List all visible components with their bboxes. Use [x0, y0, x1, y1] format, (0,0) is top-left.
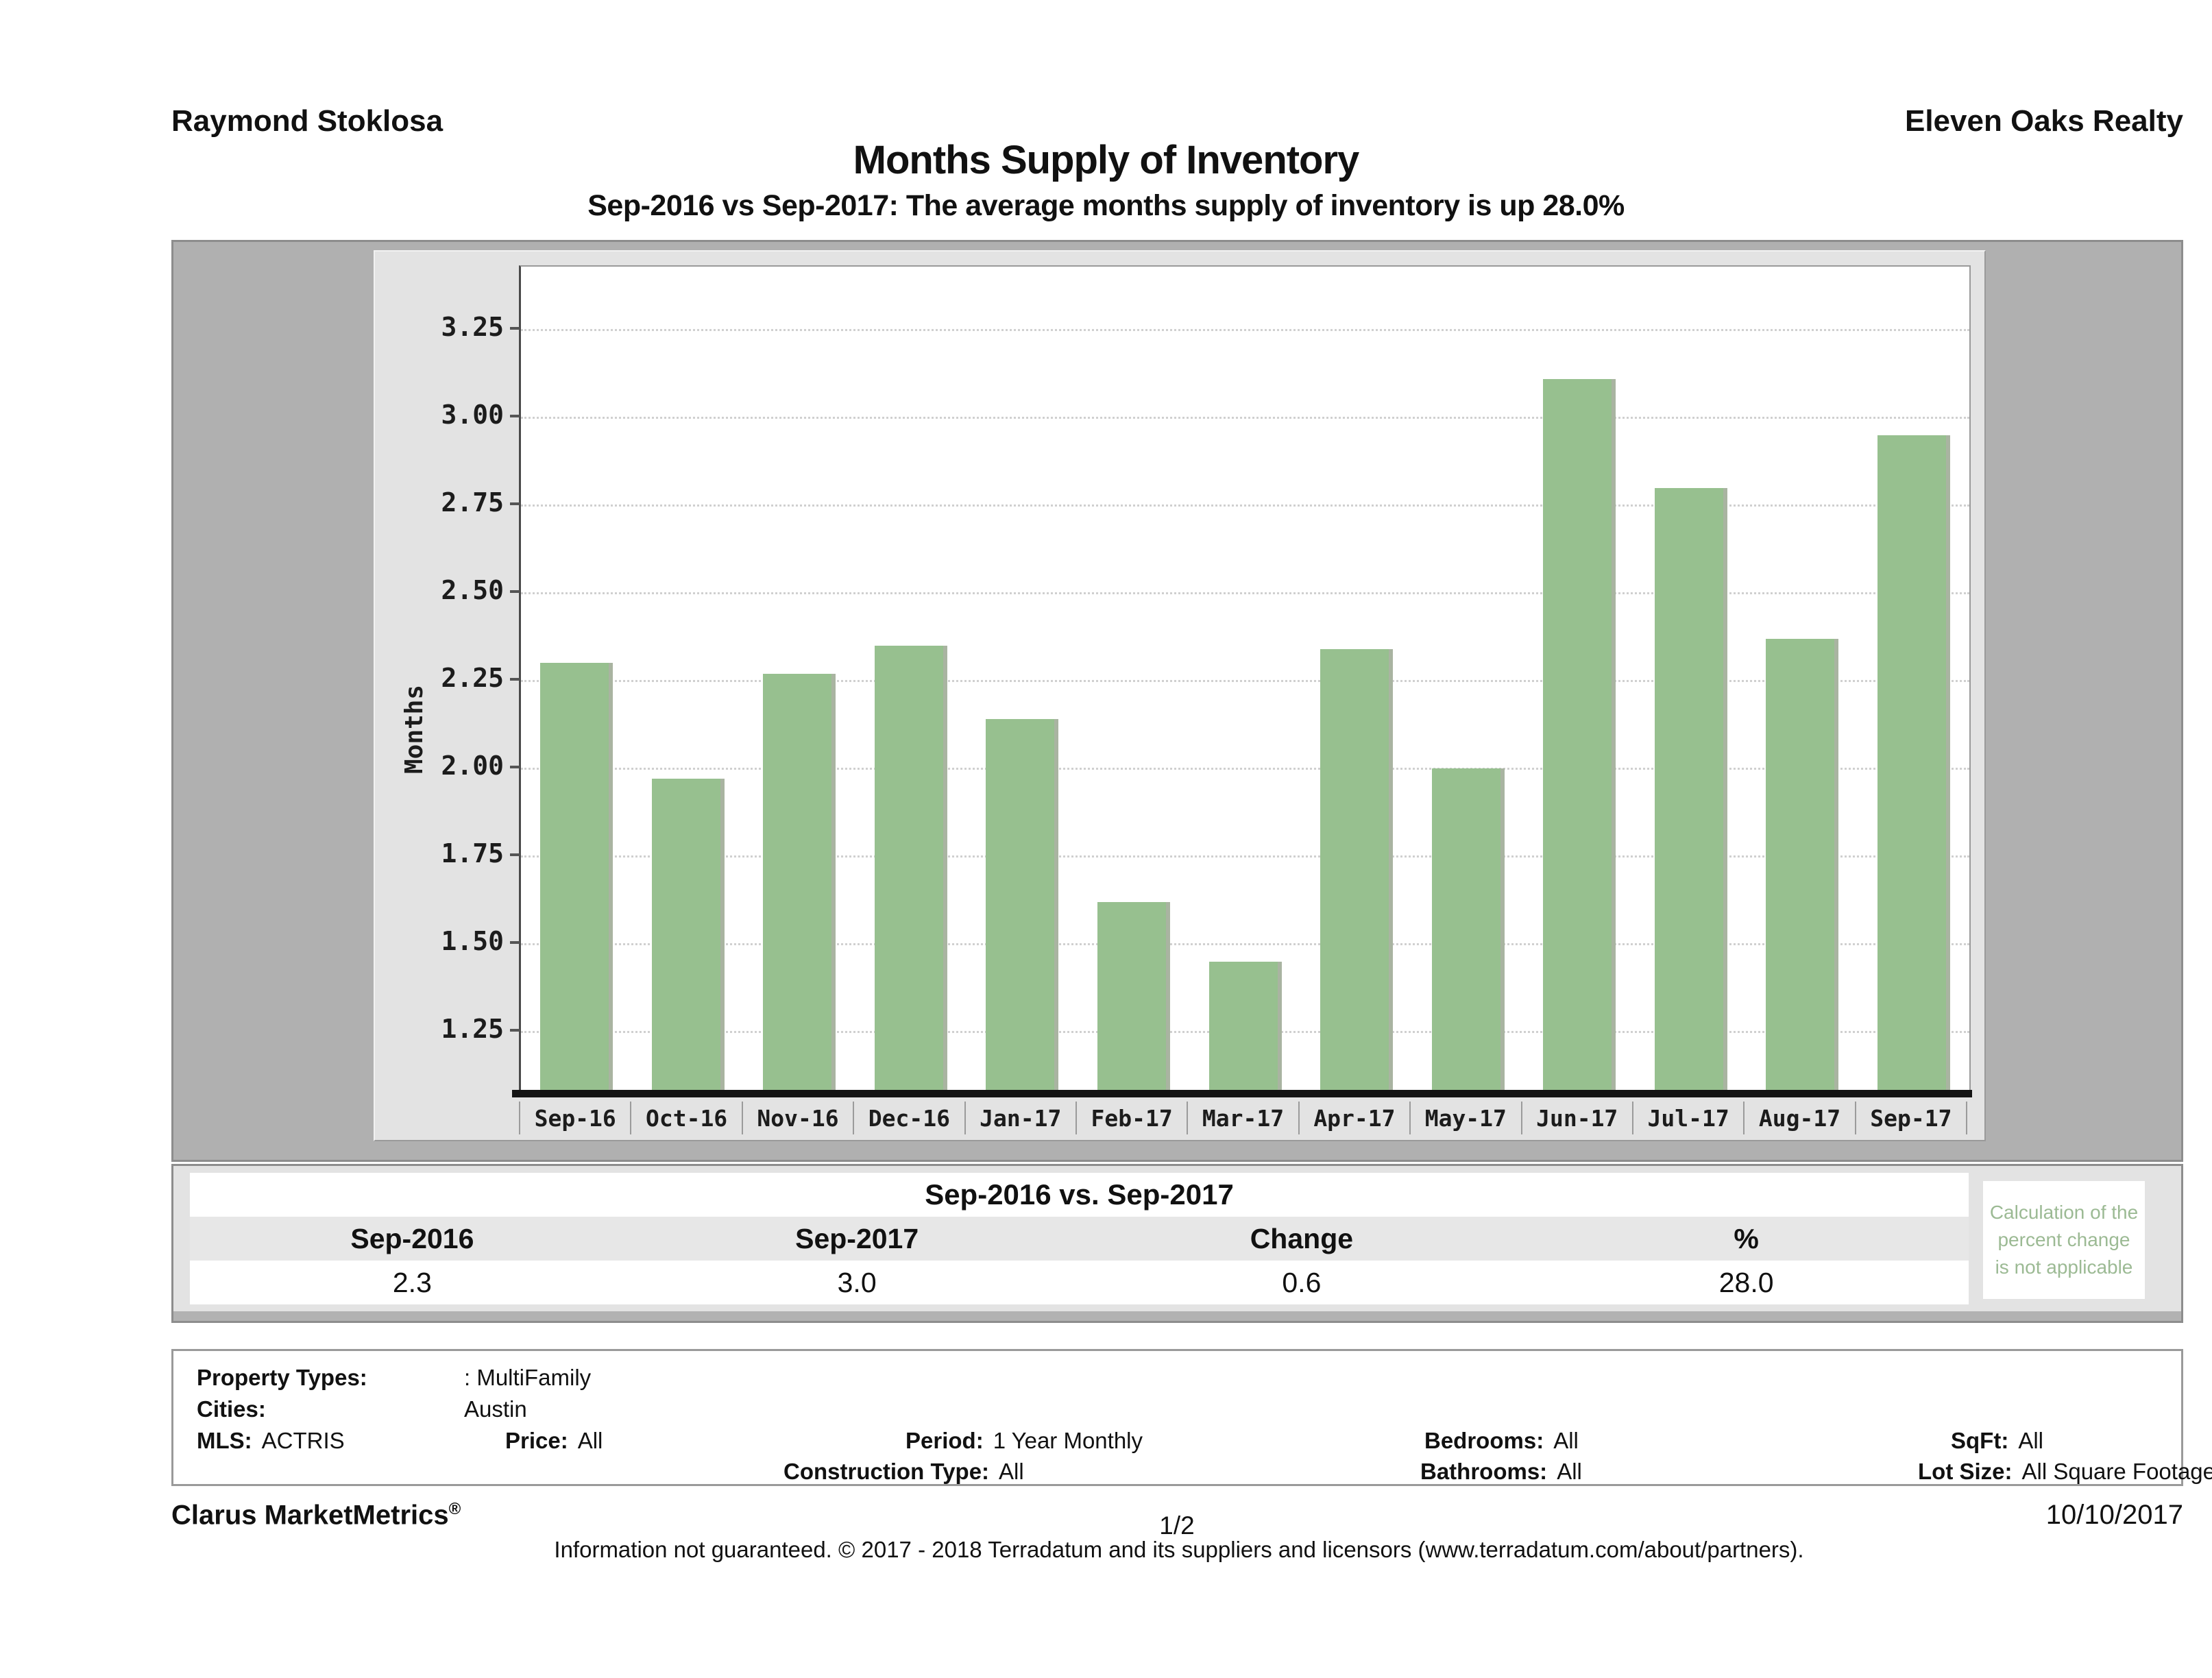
y-tick-label: 1.75 — [441, 838, 504, 869]
y-tick-mark — [510, 1028, 520, 1032]
y-tick-label: 2.50 — [441, 575, 504, 606]
registered-mark: ® — [448, 1500, 461, 1518]
bar-dec-16 — [874, 645, 947, 1091]
bar-sep-16 — [540, 663, 613, 1091]
gridline-3.25 — [521, 329, 1969, 332]
column-header: Sep-2016 — [350, 1222, 474, 1254]
x-tick-label-may-17: May-17 — [1409, 1102, 1520, 1134]
bar-jan-17 — [986, 719, 1059, 1091]
y-tick-label: 2.75 — [441, 487, 504, 518]
y-tick-label: 3.00 — [441, 400, 504, 430]
bar-feb-17 — [1097, 901, 1170, 1091]
criteria-construction-type: Construction Type: All — [783, 1459, 1024, 1484]
report-subtitle: Sep-2016 vs Sep-2017: The average months… — [587, 189, 1625, 222]
x-tick-label-jan-17: Jan-17 — [964, 1102, 1075, 1134]
bar-may-17 — [1431, 768, 1505, 1091]
bar-oct-16 — [651, 779, 725, 1091]
gridline-1.75 — [521, 855, 1969, 858]
x-tick-label-oct-16: Oct-16 — [630, 1102, 741, 1134]
brokerage-name: Eleven Oaks Realty — [1904, 104, 2183, 138]
bar-jul-17 — [1654, 487, 1727, 1091]
criteria-bathrooms: Bathrooms: All — [1420, 1459, 1582, 1484]
gridline-3.00 — [521, 417, 1969, 420]
x-tick-label-nov-16: Nov-16 — [741, 1102, 853, 1134]
agent-name: Raymond Stoklosa — [171, 104, 443, 138]
column-header: % — [1734, 1222, 1759, 1254]
column-header: Sep-2017 — [795, 1222, 919, 1254]
gridline-2.25 — [521, 680, 1969, 683]
gridline-2.50 — [521, 592, 1969, 595]
y-tick-label: 1.50 — [441, 925, 504, 956]
x-tick-label-dec-16: Dec-16 — [853, 1102, 964, 1134]
x-tick-label-mar-17: Mar-17 — [1187, 1102, 1298, 1134]
x-tick-label-apr-17: Apr-17 — [1298, 1102, 1409, 1134]
comparison-table-header-row: Sep-2016 Sep-2017 Change % — [190, 1217, 1969, 1261]
gridline-2.00 — [521, 768, 1969, 770]
x-tick-label-aug-17: Aug-17 — [1743, 1102, 1854, 1134]
criteria-panel: Property Types:: MultiFamily Cities: Aust… — [171, 1349, 2212, 1486]
criteria-price: Price: All — [505, 1428, 603, 1453]
footer-brand: Clarus MarketMetrics® — [171, 1500, 461, 1531]
criteria-property-types: Property Types:: MultiFamily — [197, 1365, 592, 1390]
y-tick-label: 2.25 — [441, 663, 504, 694]
percent-change-note: Calculation of the percent change is not… — [1983, 1181, 2145, 1299]
x-tick-label-sep-17: Sep-17 — [1854, 1102, 1968, 1134]
bar-sep-17 — [1877, 435, 1950, 1091]
y-tick-mark — [510, 415, 520, 418]
gridline-1.50 — [521, 943, 1969, 945]
comparison-frame: Sep-2016 vs. Sep-2017 Sep-2016 Sep-2017 … — [171, 1164, 2183, 1323]
x-tick-label-feb-17: Feb-17 — [1075, 1102, 1187, 1134]
footer-disclaimer: Information not guaranteed. © 2017 - 201… — [554, 1537, 1804, 1562]
x-tick-label-jun-17: Jun-17 — [1520, 1102, 1632, 1134]
bar-nov-16 — [763, 673, 836, 1091]
gridline-2.75 — [521, 504, 1969, 507]
footer-page-number: 1/2 — [1159, 1511, 1195, 1540]
value-cell: 0.6 — [1282, 1266, 1322, 1298]
x-tick-label-jul-17: Jul-17 — [1631, 1102, 1743, 1134]
value-cell: 3.0 — [837, 1266, 877, 1298]
y-tick-mark — [510, 502, 520, 506]
criteria-cities: Cities: Austin — [197, 1396, 527, 1422]
y-tick-mark — [510, 678, 520, 681]
y-tick-mark — [510, 940, 520, 944]
bar-apr-17 — [1320, 648, 1394, 1091]
report-title: Months Supply of Inventory — [853, 138, 1360, 182]
criteria-period: Period: 1 Year Monthly — [906, 1428, 1143, 1453]
y-tick-mark — [510, 590, 520, 594]
y-axis-tick-labels: 3.25 3.00 2.75 2.50 2.25 2.00 1.75 1.50 1.25 — [375, 265, 512, 1090]
plot-area — [519, 265, 1971, 1091]
bar-jun-17 — [1543, 378, 1616, 1091]
x-axis-tick-labels: Sep-16 Oct-16 Nov-16 Dec-16 Jan-17 Feb-17 Mar-… — [519, 1102, 1968, 1134]
criteria-mls: MLS: ACTRIS — [197, 1428, 345, 1453]
x-axis-line — [512, 1090, 1972, 1097]
y-tick-label: 1.25 — [441, 1013, 504, 1044]
y-tick-mark — [510, 327, 520, 330]
criteria-sqft: SqFt: All — [1951, 1428, 2043, 1453]
value-cell: 28.0 — [1718, 1266, 1774, 1298]
footer-date: 10/10/2017 — [2045, 1500, 2183, 1530]
x-tick-label-sep-16: Sep-16 — [519, 1102, 630, 1134]
bar-mar-17 — [1208, 961, 1282, 1091]
column-header: Change — [1250, 1222, 1354, 1254]
y-tick-mark — [510, 766, 520, 769]
comparison-table-value-row: 2.3 3.0 0.6 28.0 — [190, 1261, 1969, 1304]
y-tick-mark — [510, 853, 520, 857]
chart-frame: Months 3.25 3.00 2.75 2.50 2.25 2.00 1.75 1.50 1… — [171, 240, 2183, 1162]
bar-aug-17 — [1766, 638, 1839, 1091]
criteria-lot-size: Lot Size: All Square Footage — [1918, 1459, 2212, 1484]
value-cell: 2.3 — [392, 1266, 432, 1298]
y-tick-label: 2.00 — [441, 751, 504, 781]
comparison-table-title: Sep-2016 vs. Sep-2017 — [925, 1178, 1234, 1211]
criteria-bedrooms: Bedrooms: All — [1424, 1428, 1579, 1453]
y-tick-label: 3.25 — [441, 312, 504, 343]
comparison-table: Sep-2016 vs. Sep-2017 Sep-2016 Sep-2017 … — [190, 1173, 1969, 1304]
chart-panel: Months 3.25 3.00 2.75 2.50 2.25 2.00 1.75 1.50 1… — [374, 250, 1986, 1141]
